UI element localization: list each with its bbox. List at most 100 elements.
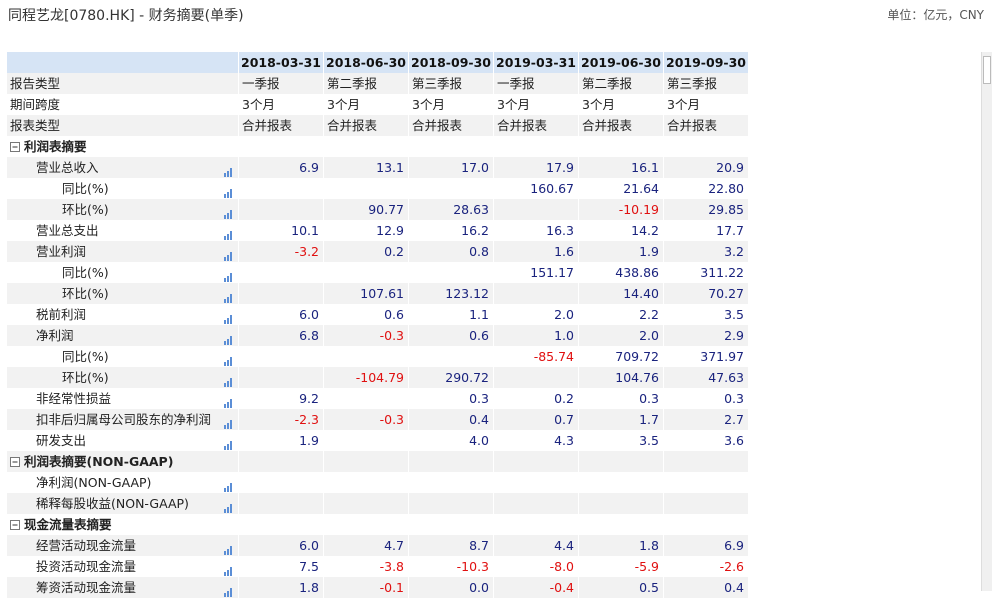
chart-icon[interactable] <box>224 209 234 219</box>
chart-icon[interactable] <box>224 419 234 429</box>
table-row: 报告类型 一季报 第二季报 第三季报 一季报 第二季报 第三季报 <box>7 73 749 94</box>
value-cell: 16.3 <box>494 220 579 241</box>
chart-button[interactable] <box>224 477 234 493</box>
chart-icon[interactable] <box>224 293 234 303</box>
value-cell: 17.0 <box>409 157 494 178</box>
chart-icon[interactable] <box>224 398 234 408</box>
chart-button[interactable] <box>224 393 234 409</box>
table-row: 同比(%) 160.67 21.64 22.80 <box>7 178 749 199</box>
empty-cell <box>494 493 579 514</box>
chart-button[interactable] <box>224 288 234 304</box>
chart-button[interactable] <box>224 414 234 430</box>
chart-button[interactable] <box>224 582 234 598</box>
chart-button[interactable] <box>224 498 234 514</box>
empty-cell <box>494 136 579 157</box>
chart-icon[interactable] <box>224 335 234 345</box>
chart-button[interactable] <box>224 267 234 283</box>
value-cell: -0.1 <box>324 577 409 598</box>
chart-button[interactable] <box>224 246 234 262</box>
chart-icon[interactable] <box>224 503 234 513</box>
chart-icon[interactable] <box>224 314 234 324</box>
chart-button[interactable] <box>224 435 234 451</box>
chart-button[interactable] <box>224 309 234 325</box>
chart-icon[interactable] <box>224 587 234 597</box>
table-row: 同比(%) 151.17 438.86 311.22 <box>7 262 749 283</box>
value-cell: 6.8 <box>239 325 324 346</box>
collapse-toggle[interactable] <box>10 457 20 467</box>
value-cell: 4.4 <box>494 535 579 556</box>
row-label-cell: 营业总支出 <box>7 220 239 241</box>
row-label-cell: 筹资活动现金流量 <box>7 577 239 598</box>
page-title: 同程艺龙[0780.HK] - 财务摘要(单季) <box>8 8 244 24</box>
row-label-cell: 研发支出 <box>7 430 239 451</box>
row-label: 环比(%) <box>62 202 109 217</box>
chart-icon[interactable] <box>224 230 234 240</box>
value-cell: 13.1 <box>324 157 409 178</box>
empty-cell <box>494 451 579 472</box>
table-row: 净利润 6.8 -0.3 0.6 1.0 2.0 2.9 <box>7 325 749 346</box>
value-cell: 4.7 <box>324 535 409 556</box>
chart-button[interactable] <box>224 540 234 556</box>
value-cell: 1.7 <box>579 409 664 430</box>
chart-icon[interactable] <box>224 377 234 387</box>
chart-icon[interactable] <box>224 482 234 492</box>
row-label: 筹资活动现金流量 <box>36 580 137 595</box>
row-label: 税前利润 <box>36 307 87 322</box>
collapse-toggle[interactable] <box>10 520 20 530</box>
value-cell: 一季报 <box>239 73 324 94</box>
row-label-cell: 营业总收入 <box>7 157 239 178</box>
chart-button[interactable] <box>224 162 234 178</box>
row-label: 报告类型 <box>10 76 61 91</box>
table-row: 期间跨度 3个月 3个月 3个月 3个月 3个月 3个月 <box>7 94 749 115</box>
row-label-cell: 报表类型 <box>7 115 239 136</box>
value-cell: 0.5 <box>579 577 664 598</box>
value-cell: 1.8 <box>239 577 324 598</box>
value-cell: -0.4 <box>494 577 579 598</box>
chart-icon[interactable] <box>224 566 234 576</box>
chart-icon[interactable] <box>224 272 234 282</box>
chart-icon[interactable] <box>224 440 234 450</box>
chart-icon[interactable] <box>224 167 234 177</box>
collapse-toggle[interactable] <box>10 142 20 152</box>
value-cell: 合并报表 <box>239 115 324 136</box>
row-label-cell: 期间跨度 <box>7 94 239 115</box>
value-cell: 2.0 <box>494 304 579 325</box>
value-cell: 311.22 <box>664 262 749 283</box>
chart-button[interactable] <box>224 561 234 577</box>
chart-button[interactable] <box>224 372 234 388</box>
row-label-cell: 环比(%) <box>7 199 239 220</box>
row-label-cell: 利润表摘要(NON-GAAP) <box>7 451 239 472</box>
row-label-cell: 环比(%) <box>7 283 239 304</box>
value-cell: 28.63 <box>409 199 494 220</box>
table-row: 营业总收入 6.9 13.1 17.0 17.9 16.1 20.9 <box>7 157 749 178</box>
table-row: 稀释每股收益(NON-GAAP) <box>7 493 749 514</box>
empty-cell <box>494 199 579 220</box>
chart-icon[interactable] <box>224 545 234 555</box>
chart-button[interactable] <box>224 183 234 199</box>
chart-button[interactable] <box>224 204 234 220</box>
value-cell: 160.67 <box>494 178 579 199</box>
chart-icon[interactable] <box>224 251 234 261</box>
chart-icon[interactable] <box>224 188 234 198</box>
scrollbar[interactable] <box>981 52 992 591</box>
chart-button[interactable] <box>224 330 234 346</box>
row-label: 现金流量表摘要 <box>24 517 112 532</box>
value-cell: 0.3 <box>664 388 749 409</box>
value-cell: 第三季报 <box>664 73 749 94</box>
empty-cell <box>239 178 324 199</box>
chart-button[interactable] <box>224 351 234 367</box>
value-cell: 17.7 <box>664 220 749 241</box>
scroll-thumb[interactable] <box>983 56 991 84</box>
chart-button[interactable] <box>224 225 234 241</box>
row-label: 同比(%) <box>62 349 109 364</box>
row-label-cell: 稀释每股收益(NON-GAAP) <box>7 493 239 514</box>
chart-icon[interactable] <box>224 356 234 366</box>
row-label: 期间跨度 <box>10 97 61 112</box>
value-cell: 0.0 <box>409 577 494 598</box>
value-cell: -0.3 <box>324 325 409 346</box>
value-cell: 47.63 <box>664 367 749 388</box>
value-cell: 151.17 <box>494 262 579 283</box>
table-row: 净利润(NON-GAAP) <box>7 472 749 493</box>
table-row: 环比(%) 90.77 28.63 -10.19 29.85 <box>7 199 749 220</box>
empty-cell <box>494 514 579 535</box>
